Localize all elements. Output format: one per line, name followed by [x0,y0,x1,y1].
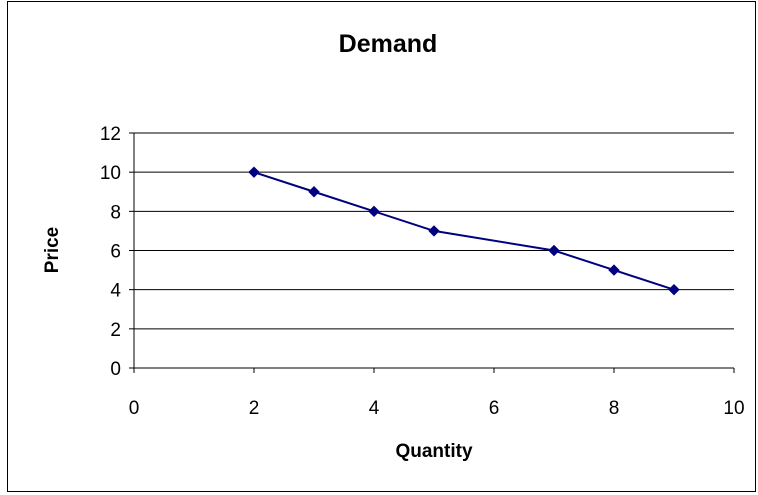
x-tick-label: 0 [129,398,140,419]
y-tick-labels: 0 2 4 6 8 10 12 [100,124,122,380]
y-tick-label: 0 [110,359,121,380]
x-axis-title: Quantity [395,441,472,462]
data-point [668,283,680,296]
axes [129,132,735,373]
data-point [248,166,260,178]
x-tick-label: 6 [489,398,500,419]
data-point [368,205,380,218]
x-tick-label: 4 [369,398,380,419]
y-axis-title: Price [42,227,63,273]
y-tick-label: 6 [110,242,121,263]
x-tick-label: 8 [609,398,620,419]
chart-frame [7,1,756,492]
y-tick-label: 12 [100,124,121,145]
x-tick-label: 2 [249,398,260,419]
x-tick-labels: 0 2 4 6 8 10 [129,398,745,419]
data-point [308,186,320,198]
y-tick-label: 10 [100,163,121,184]
data-point [428,225,440,237]
data-point [548,244,560,257]
y-tick-label: 4 [110,281,121,302]
data-point [608,264,620,276]
y-tick-label: 8 [110,202,121,223]
series [248,166,680,296]
chart-title: Demand [339,30,438,58]
y-tick-label: 2 [110,320,121,341]
gridlines [134,132,734,330]
x-tick-label: 10 [723,398,744,419]
